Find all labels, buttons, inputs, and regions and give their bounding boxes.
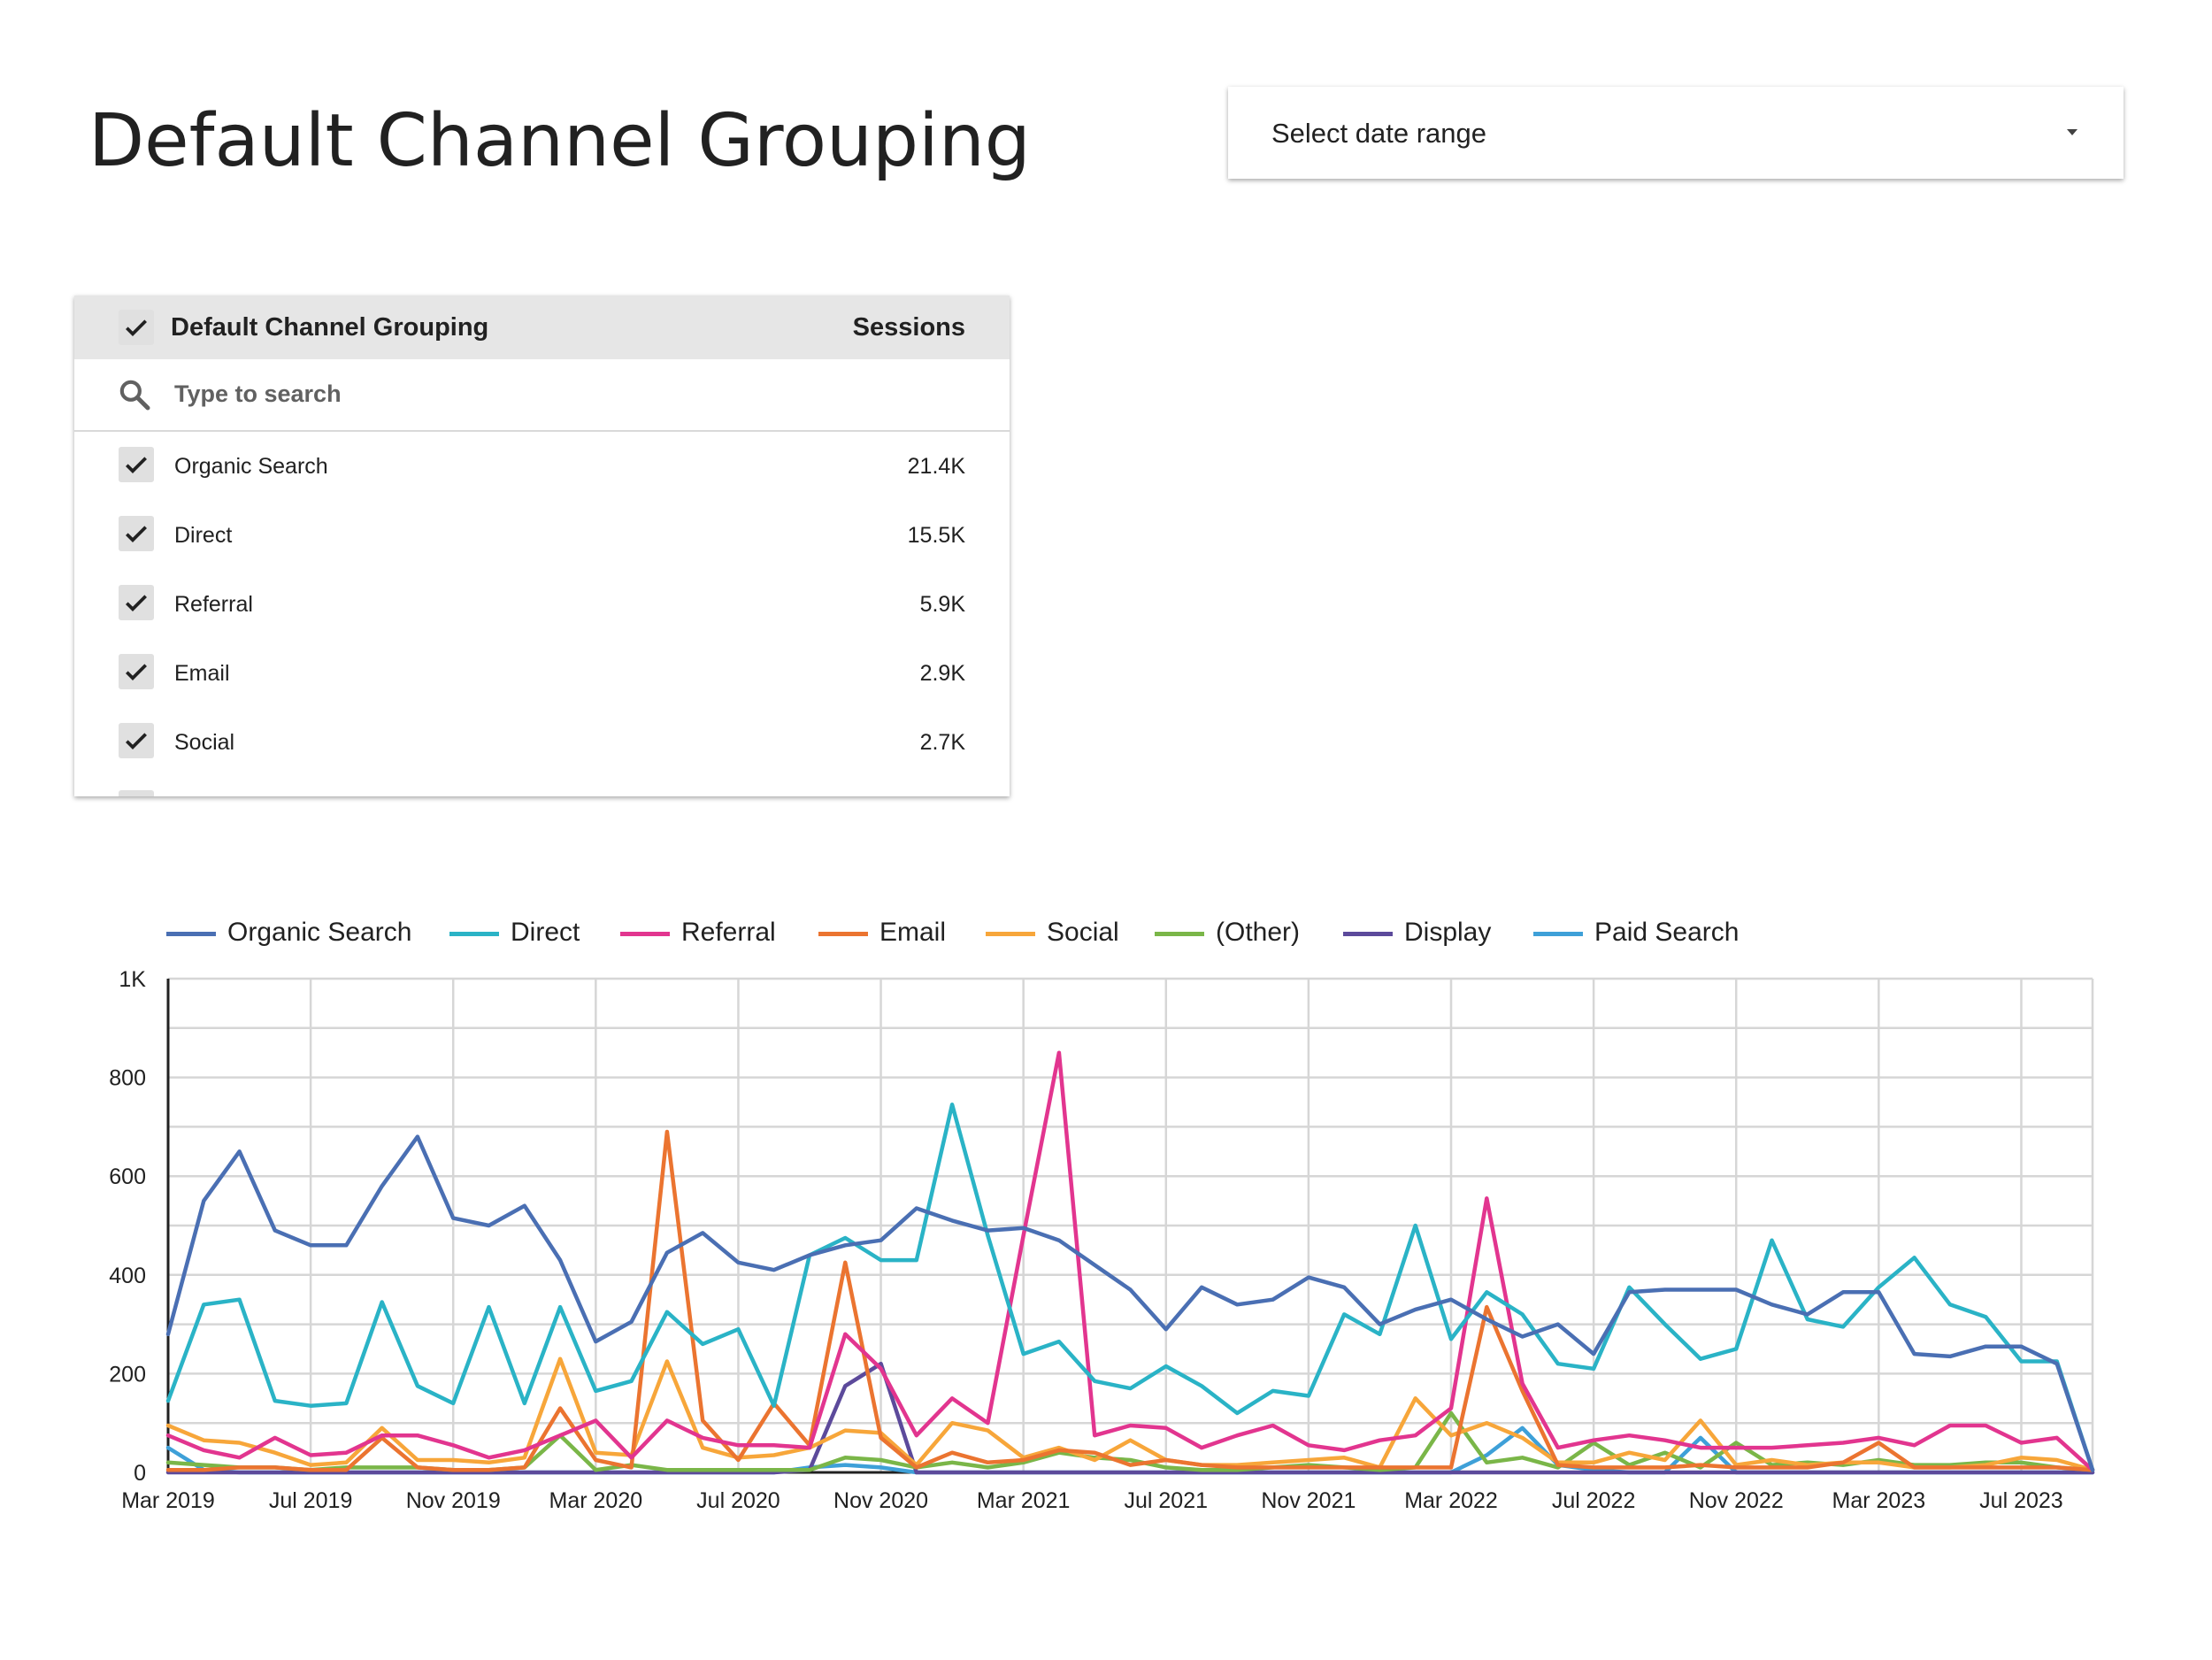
legend-swatch bbox=[1343, 932, 1393, 936]
y-tick-label: 1K bbox=[119, 967, 146, 992]
legend-swatch bbox=[620, 932, 670, 936]
legend-label: Display bbox=[1404, 918, 1492, 947]
filter-search[interactable]: Type to search bbox=[74, 359, 1010, 432]
check-icon bbox=[126, 319, 147, 336]
dropdown-caret-icon bbox=[2067, 129, 2078, 135]
x-tick-label: Nov 2020 bbox=[833, 1488, 928, 1513]
x-tick-label: Mar 2021 bbox=[977, 1488, 1071, 1513]
x-tick-label: Jul 2020 bbox=[696, 1488, 780, 1513]
check-icon bbox=[126, 664, 147, 680]
legend-swatch bbox=[449, 932, 499, 936]
legend-label: Direct bbox=[511, 918, 580, 947]
y-tick-label: 800 bbox=[109, 1066, 146, 1091]
item-checkbox[interactable] bbox=[119, 585, 154, 620]
item-label: Social bbox=[174, 730, 235, 755]
y-tick-label: 400 bbox=[109, 1264, 146, 1288]
x-tick-label: Jul 2023 bbox=[1979, 1488, 2063, 1513]
series-line-social bbox=[165, 1356, 2095, 1472]
legend-label: Email bbox=[879, 918, 947, 947]
x-tick-label: Nov 2019 bbox=[406, 1488, 501, 1513]
x-tick-label: Jul 2019 bbox=[269, 1488, 353, 1513]
series-line-email bbox=[165, 1129, 2095, 1472]
item-value: 21.4K bbox=[907, 454, 965, 479]
y-tick-label: 200 bbox=[109, 1362, 146, 1387]
check-icon bbox=[126, 526, 147, 542]
legend-swatch bbox=[818, 932, 868, 936]
filter-item[interactable]: Direct 15.5K bbox=[74, 502, 1010, 570]
series-line-direct bbox=[165, 1103, 2095, 1472]
legend-swatch bbox=[166, 932, 216, 936]
item-value: 15.5K bbox=[907, 523, 965, 548]
item-checkbox[interactable] bbox=[119, 516, 154, 551]
item-checkbox[interactable] bbox=[119, 723, 154, 758]
check-icon bbox=[126, 595, 147, 611]
series-line-referral bbox=[165, 1050, 2095, 1472]
page-title: Default Channel Grouping bbox=[88, 99, 1031, 183]
channel-filter-control: Default Channel Grouping Sessions Type t… bbox=[74, 296, 1010, 796]
search-placeholder: Type to search bbox=[174, 380, 342, 407]
x-tick-label: Mar 2022 bbox=[1404, 1488, 1498, 1513]
date-range-label: Select date range bbox=[1271, 118, 1487, 149]
series-line-display bbox=[165, 1361, 2095, 1475]
item-checkbox-partial[interactable] bbox=[119, 790, 154, 796]
x-tick-label: Nov 2022 bbox=[1689, 1488, 1784, 1513]
search-icon bbox=[119, 380, 150, 411]
x-tick-label: Jul 2021 bbox=[1125, 1488, 1209, 1513]
legend-swatch bbox=[1155, 932, 1204, 936]
item-value: 2.9K bbox=[919, 661, 965, 686]
filter-item[interactable]: Organic Search 21.4K bbox=[74, 433, 1010, 501]
filter-item[interactable]: Social 2.7K bbox=[74, 709, 1010, 777]
item-label: Direct bbox=[174, 523, 233, 548]
x-tick-label: Nov 2021 bbox=[1261, 1488, 1356, 1513]
legend-label: Paid Search bbox=[1594, 918, 1740, 947]
item-value: 5.9K bbox=[919, 592, 965, 617]
item-label: Email bbox=[174, 661, 230, 686]
filter-header: Default Channel Grouping Sessions bbox=[74, 296, 1010, 359]
item-value: 2.7K bbox=[919, 730, 965, 755]
item-label: Referral bbox=[174, 592, 253, 617]
filter-header-title: Default Channel Grouping bbox=[171, 313, 489, 342]
x-tick-label: Mar 2019 bbox=[121, 1488, 215, 1513]
select-all-checkbox[interactable] bbox=[119, 310, 154, 345]
legend-swatch bbox=[1533, 932, 1583, 936]
y-tick-label: 600 bbox=[109, 1164, 146, 1189]
date-range-dropdown[interactable]: Select date range bbox=[1228, 87, 2124, 179]
legend-label: Social bbox=[1047, 918, 1119, 947]
check-icon bbox=[126, 457, 147, 473]
item-label: Organic Search bbox=[174, 454, 328, 479]
legend-label: (Other) bbox=[1216, 918, 1301, 947]
x-tick-label: Mar 2023 bbox=[1832, 1488, 1926, 1513]
series-line-organic-search bbox=[165, 1134, 2095, 1472]
x-tick-label: Jul 2022 bbox=[1552, 1488, 1636, 1513]
y-tick-label: 0 bbox=[134, 1461, 146, 1486]
filter-item[interactable]: Email 2.9K bbox=[74, 640, 1010, 708]
x-tick-label: Mar 2020 bbox=[549, 1488, 643, 1513]
item-checkbox[interactable] bbox=[119, 447, 154, 482]
legend-label: Referral bbox=[681, 918, 776, 947]
item-checkbox[interactable] bbox=[119, 654, 154, 689]
filter-item[interactable]: Referral 5.9K bbox=[74, 571, 1010, 639]
legend-swatch bbox=[986, 932, 1035, 936]
filter-header-metric[interactable]: Sessions bbox=[852, 313, 965, 342]
legend-label: Organic Search bbox=[227, 918, 412, 947]
check-icon bbox=[126, 733, 147, 749]
